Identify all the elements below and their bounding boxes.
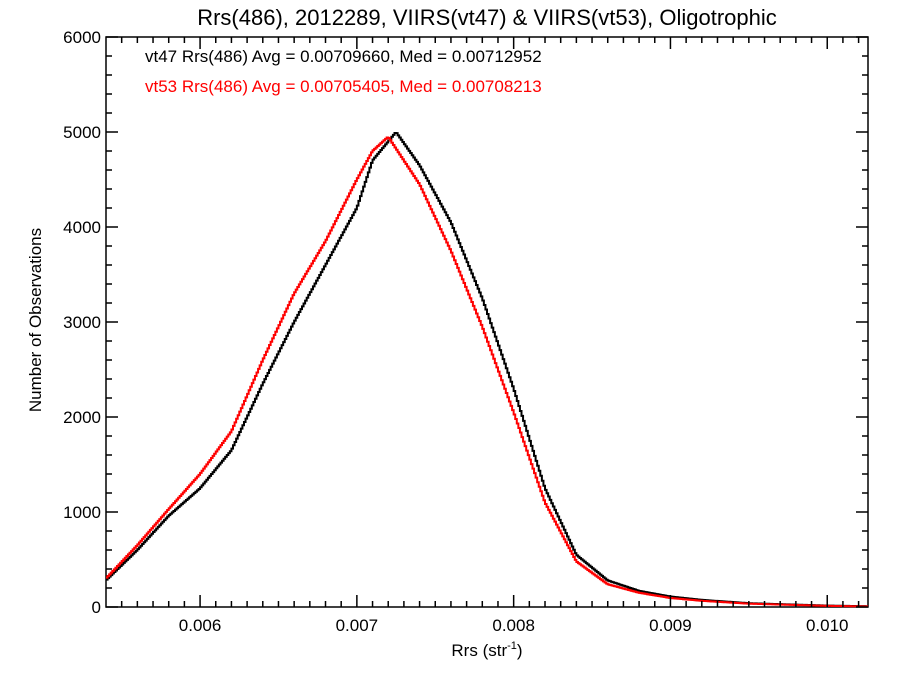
x-tick-label: 0.008	[492, 616, 535, 635]
series-vt53-line	[106, 136, 868, 608]
ticks-layer: 0.006 0.007 0.008 0.009 0.010 0 1000 2000 3000 40…	[63, 28, 868, 635]
annotation-vt53: vt53 Rrs(486) Avg = 0.00705405, Med = 0.…	[145, 77, 542, 96]
y-tick-label: 4000	[63, 218, 101, 237]
y-tick-label: 1000	[63, 503, 101, 522]
y-tick-label: 2000	[63, 408, 101, 427]
plot-frame	[105, 36, 869, 608]
y-axis-label: Number of Observations	[26, 228, 45, 412]
series-layer	[106, 131, 868, 608]
x-axis-label-close: )	[517, 641, 523, 660]
y-tick-label: 5000	[63, 123, 101, 142]
x-tick-label: 0.006	[179, 616, 222, 635]
x-tick-label: 0.010	[806, 616, 849, 635]
y-tick-label: 6000	[63, 28, 101, 47]
y-tick-label: 3000	[63, 313, 101, 332]
series-vt47-line	[106, 131, 868, 608]
chart-title: Rrs(486), 2012289, VIIRS(vt47) & VIIRS(v…	[197, 5, 777, 30]
y-tick-label: 0	[92, 598, 101, 617]
x-tick-label: 0.009	[649, 616, 692, 635]
x-axis-label: Rrs (str-1)	[451, 640, 522, 660]
x-tick-label: 0.007	[336, 616, 379, 635]
x-axis-label-main: Rrs (str	[451, 641, 507, 660]
annotation-vt47: vt47 Rrs(486) Avg = 0.00709660, Med = 0.…	[145, 47, 542, 66]
x-axis-label-superscript: -1	[507, 640, 517, 652]
